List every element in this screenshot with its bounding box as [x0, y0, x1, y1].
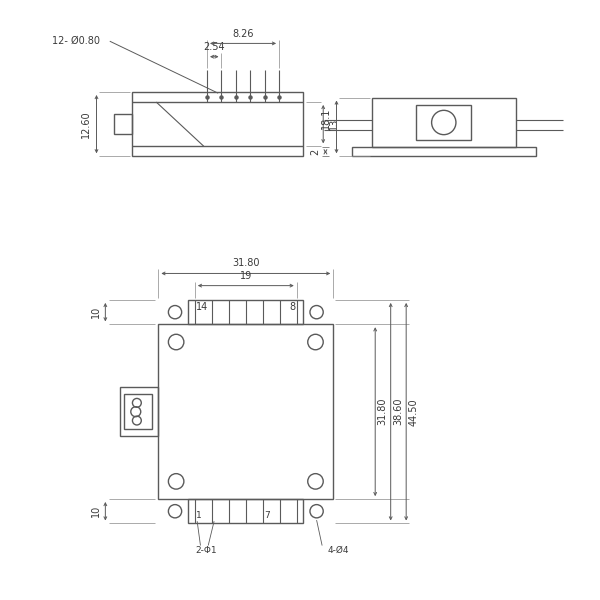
Bar — [416, 106, 472, 140]
Text: 31.80: 31.80 — [377, 398, 388, 425]
Text: 2-Φ1: 2-Φ1 — [195, 545, 217, 554]
Bar — [114, 114, 132, 134]
Bar — [132, 92, 304, 156]
Bar — [158, 325, 333, 499]
Text: 7: 7 — [264, 511, 269, 520]
Text: 18.1: 18.1 — [321, 107, 331, 129]
Bar — [188, 499, 304, 523]
Text: 44.50: 44.50 — [409, 398, 418, 425]
Text: 4-Ø4: 4-Ø4 — [328, 545, 349, 554]
Bar — [120, 388, 158, 436]
Text: 2.54: 2.54 — [203, 42, 225, 52]
Bar — [372, 98, 515, 148]
Text: 38.60: 38.60 — [393, 398, 403, 425]
Text: 13: 13 — [329, 118, 339, 130]
Text: 14: 14 — [196, 302, 208, 312]
Text: 12.60: 12.60 — [81, 110, 91, 138]
Bar — [352, 148, 536, 156]
Text: 10: 10 — [91, 505, 101, 517]
Text: 8.26: 8.26 — [232, 29, 254, 39]
Text: 8: 8 — [289, 302, 296, 312]
Text: 2: 2 — [310, 149, 320, 155]
Text: 10: 10 — [91, 306, 101, 318]
Bar — [188, 300, 304, 325]
Text: 12- Ø0.80: 12- Ø0.80 — [52, 36, 100, 46]
Text: 1: 1 — [196, 511, 202, 520]
Text: 19: 19 — [239, 271, 252, 281]
Bar — [124, 394, 152, 430]
Text: 31.80: 31.80 — [232, 258, 260, 268]
